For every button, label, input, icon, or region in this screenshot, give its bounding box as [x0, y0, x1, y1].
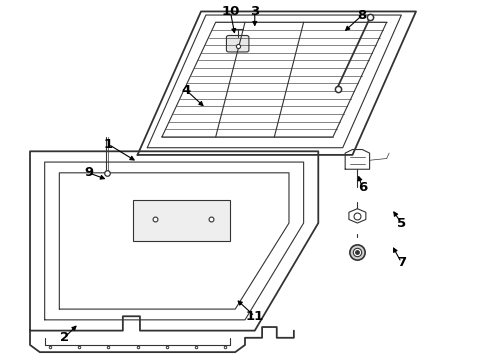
Text: 3: 3 [250, 5, 259, 18]
Text: 7: 7 [397, 256, 406, 269]
Text: 6: 6 [358, 181, 367, 194]
Bar [133, 200, 230, 241]
Text: 4: 4 [182, 84, 191, 97]
Text: 10: 10 [221, 5, 240, 18]
Text: 11: 11 [245, 310, 264, 323]
Text: 8: 8 [358, 9, 367, 22]
Text: 5: 5 [397, 216, 406, 230]
FancyBboxPatch shape [226, 36, 249, 52]
Text: 2: 2 [60, 331, 69, 344]
Text: 1: 1 [103, 138, 113, 150]
Text: 9: 9 [84, 166, 93, 179]
